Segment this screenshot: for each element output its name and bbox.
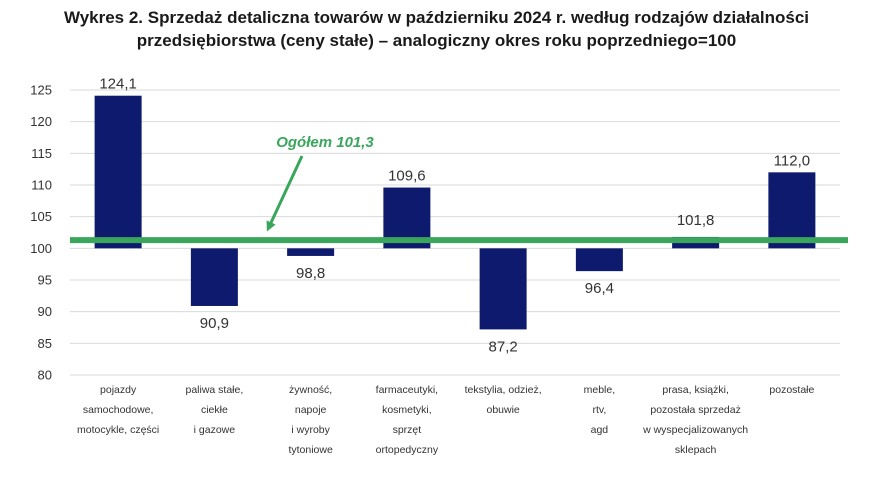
data-label: 90,9 — [200, 315, 229, 332]
data-label: 96,4 — [585, 280, 614, 297]
bar — [287, 248, 335, 256]
category-label-line: żywność, — [289, 384, 332, 396]
chart-title-line-1: Wykres 2. Sprzedaż detaliczna towarów w … — [63, 8, 810, 27]
category-label-line: i gazowe — [194, 424, 236, 436]
y-tick-label: 115 — [31, 146, 52, 161]
category-label-line: sklepach — [675, 444, 717, 456]
category-label-line: agd — [591, 424, 609, 436]
reference-line-group: Ogółem 101,3 — [70, 134, 848, 244]
data-label: 124,1 — [99, 76, 137, 93]
bar — [94, 95, 142, 249]
category-label-line: meble, — [584, 384, 616, 396]
chart-title: Wykres 2. Sprzedaż detaliczna towarów w … — [0, 6, 873, 52]
category-label-line: ortopedyczny — [376, 444, 439, 456]
category-label-line: tytoniowe — [288, 444, 333, 456]
y-tick-label: 90 — [38, 304, 52, 319]
data-label: 101,8 — [677, 212, 715, 229]
category-label-line: tekstylia, odzież, — [465, 384, 542, 396]
y-axis: 125 120 115 110 105 100 95 90 85 80 — [30, 83, 52, 383]
bar — [768, 172, 816, 249]
category-label-line: obuwie — [486, 404, 519, 416]
y-tick-label: 100 — [30, 241, 52, 256]
category-label-line: pozostała sprzedaż — [650, 404, 740, 416]
y-tick-label: 95 — [38, 273, 52, 288]
category-label-line: w wyspecjalizowanych — [642, 424, 748, 436]
chart-title-line-2: przedsiębiorstwa (ceny stałe) – analogic… — [136, 31, 737, 50]
y-tick-label: 85 — [38, 336, 52, 351]
data-label: 112,0 — [774, 152, 810, 169]
y-tick-label: 110 — [31, 178, 52, 193]
data-label: 87,2 — [489, 338, 518, 355]
category-label: tekstylia, odzież, obuwie — [465, 384, 542, 416]
category-label-line: paliwa stałe, — [185, 384, 243, 396]
category-label: meble, rtv, agd — [584, 384, 616, 436]
y-tick-label: 125 — [30, 83, 52, 98]
category-label-line: samochodowe, — [83, 404, 154, 416]
bar — [190, 248, 238, 306]
data-label: 98,8 — [296, 265, 325, 282]
data-labels: 124,1 90,9 98,8 109,6 87,2 96,4 101,8 112,0 — [99, 76, 810, 356]
x-axis-labels: pojazdy samochodowe, motocykle, części pali… — [77, 384, 815, 456]
category-label-line: farmaceutyki, — [376, 384, 438, 396]
category-label-line: motocykle, części — [77, 424, 159, 436]
bar — [575, 248, 623, 272]
category-label-line: sprzęt — [393, 424, 422, 436]
bar — [479, 248, 527, 330]
reference-arrow — [266, 155, 304, 232]
category-label-line: napoje — [295, 404, 327, 416]
data-label: 109,6 — [388, 168, 426, 185]
category-label-line: kosmetyki, — [382, 404, 432, 416]
category-label: farmaceutyki, kosmetyki, sprzęt ortopedyczn… — [376, 384, 439, 456]
category-label-line: rtv, — [592, 404, 606, 416]
category-label: prasa, książki, pozostała sprzedaż w wyspe… — [642, 384, 748, 456]
category-label: pojazdy samochodowe, motocykle, części — [77, 384, 159, 436]
category-label-line: i wyroby — [291, 424, 330, 436]
category-label: paliwa stałe, ciekłe i gazowe — [185, 384, 243, 436]
gridlines — [70, 89, 840, 376]
bars — [94, 95, 816, 330]
category-label-line: prasa, książki, — [662, 384, 729, 396]
y-tick-label: 105 — [30, 209, 52, 224]
category-label-line: pozostałe — [769, 384, 814, 396]
category-label: żywność, napoje i wyroby tytoniowe — [288, 384, 333, 456]
y-tick-label: 120 — [30, 114, 52, 129]
category-label-line: ciekłe — [201, 404, 228, 416]
reference-label: Ogółem 101,3 — [276, 134, 374, 151]
category-label: pozostałe — [769, 384, 814, 396]
y-tick-label: 80 — [38, 368, 52, 383]
category-label-line: pojazdy — [100, 384, 137, 396]
